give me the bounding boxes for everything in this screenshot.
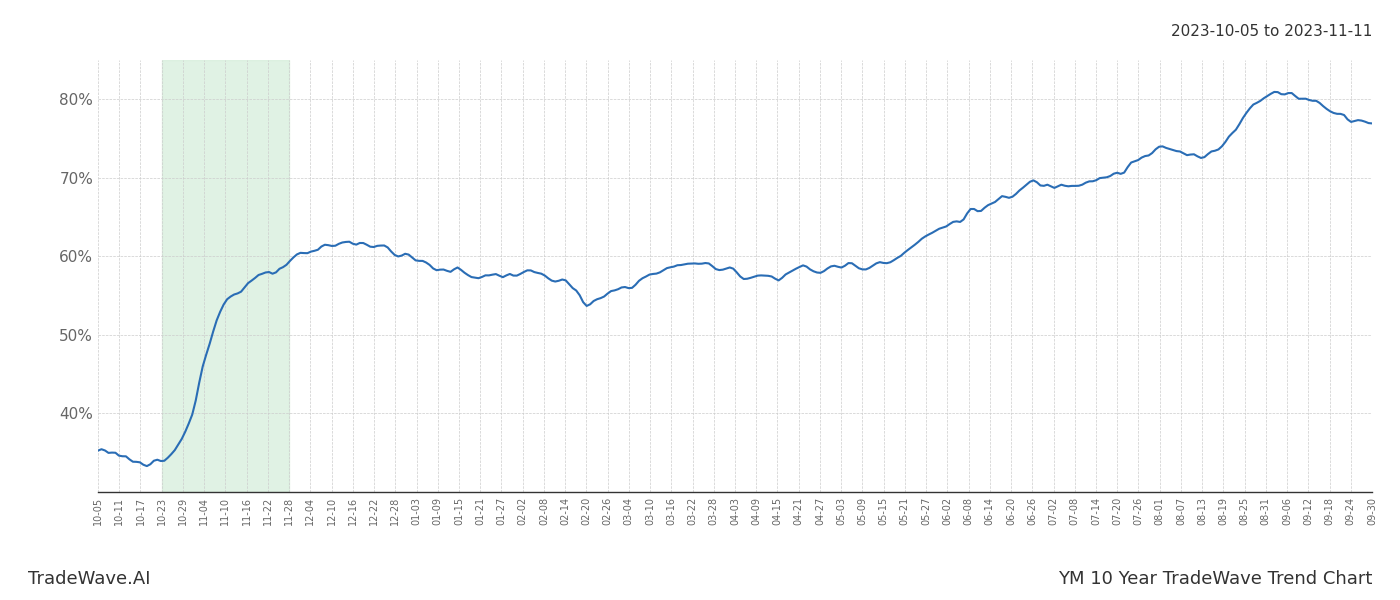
Text: YM 10 Year TradeWave Trend Chart: YM 10 Year TradeWave Trend Chart [1057, 570, 1372, 588]
Bar [162, 60, 290, 492]
Text: TradeWave.AI: TradeWave.AI [28, 570, 151, 588]
Text: 2023-10-05 to 2023-11-11: 2023-10-05 to 2023-11-11 [1170, 24, 1372, 39]
